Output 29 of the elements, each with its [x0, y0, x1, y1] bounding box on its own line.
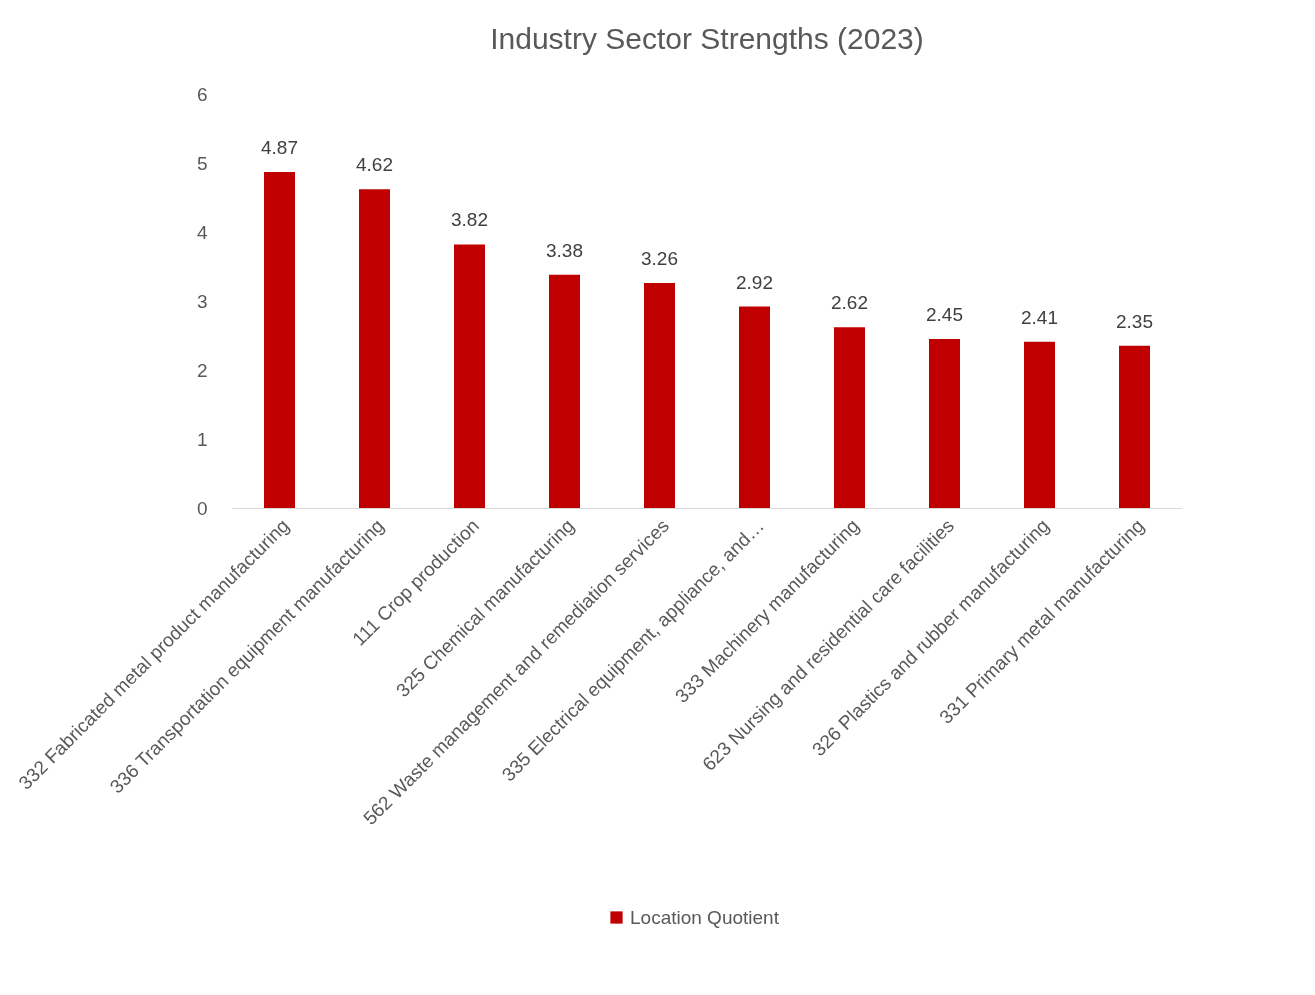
data-label: 2.41	[1021, 306, 1058, 328]
bar	[454, 244, 485, 508]
data-label: 4.62	[356, 154, 393, 176]
legend-label: Location Quotient	[630, 906, 780, 928]
y-tick-label: 6	[196, 83, 208, 105]
data-label: 2.35	[1116, 310, 1153, 332]
data-label: 3.26	[641, 248, 678, 270]
chart-title: Industry Sector Strengths (2023)	[490, 22, 924, 55]
data-label: 2.92	[736, 271, 773, 293]
bar	[929, 338, 960, 508]
y-tick-label: 4	[196, 221, 208, 243]
y-tick-label: 3	[196, 290, 208, 312]
data-label: 4.87	[261, 136, 298, 158]
data-label: 3.38	[546, 239, 583, 261]
bar	[739, 306, 770, 508]
bar	[644, 283, 675, 508]
bar	[264, 171, 295, 508]
bar	[359, 189, 390, 508]
y-tick-label: 2	[196, 359, 208, 381]
bar	[1119, 345, 1150, 508]
y-tick-label: 1	[196, 428, 208, 450]
y-tick-label: 5	[196, 152, 208, 174]
data-label: 3.82	[451, 209, 488, 231]
y-tick-label: 0	[196, 497, 208, 519]
data-label: 2.62	[831, 292, 868, 314]
data-label: 2.45	[926, 303, 963, 325]
bar	[834, 327, 865, 508]
bar	[1024, 341, 1055, 508]
bar	[549, 274, 580, 508]
